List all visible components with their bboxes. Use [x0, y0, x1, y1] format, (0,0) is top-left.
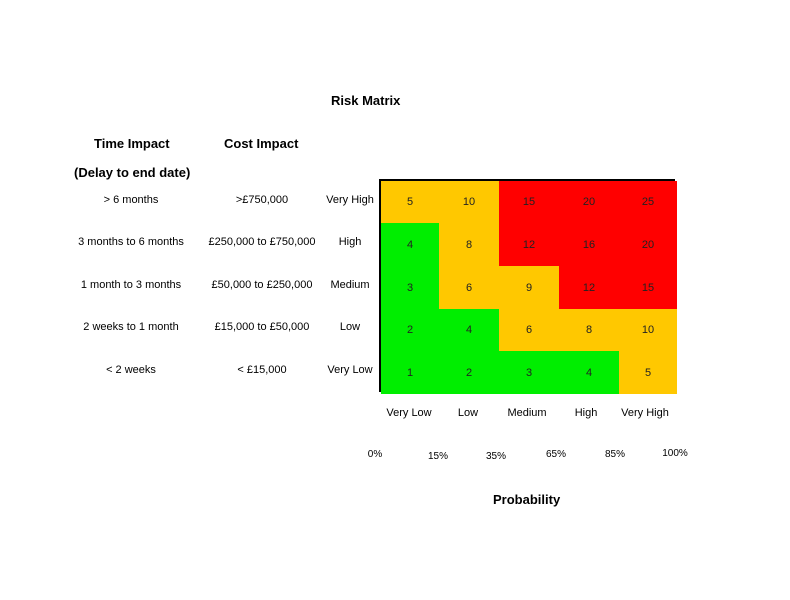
percent-tick: 65%	[545, 449, 566, 460]
matrix-cell: 4	[439, 309, 499, 351]
matrix-cell: 5	[619, 351, 677, 394]
percent-tick: 0%	[367, 449, 383, 460]
probability-axis-title: Probability	[493, 492, 561, 507]
matrix-cell: 8	[439, 223, 499, 266]
impact-level-label: Low	[339, 321, 361, 333]
matrix-cell: 4	[559, 351, 619, 394]
matrix-cell: 12	[499, 223, 559, 266]
matrix-cell: 8	[559, 309, 619, 351]
matrix-cell: 10	[439, 181, 499, 223]
time-impact-label: < 2 weeks	[106, 364, 156, 376]
page-title: Risk Matrix	[331, 93, 401, 108]
matrix-cell: 5	[381, 181, 439, 223]
matrix-cell: 6	[499, 309, 559, 351]
cost-impact-label: £15,000 to £50,000	[214, 321, 310, 333]
impact-level-label: Very Low	[327, 364, 373, 376]
matrix-cell: 15	[619, 266, 677, 309]
probability-label: Low	[457, 407, 479, 419]
time-impact-subtitle: (Delay to end date)	[74, 165, 191, 180]
matrix-cell: 15	[499, 181, 559, 223]
probability-label: Very Low	[386, 407, 432, 419]
matrix-cell: 2	[381, 309, 439, 351]
matrix-cell: 16	[559, 223, 619, 266]
impact-level-label: High	[338, 236, 362, 248]
percent-tick: 85%	[604, 449, 625, 460]
matrix-cell: 20	[559, 181, 619, 223]
matrix-cell: 10	[619, 309, 677, 351]
matrix-cell: 3	[381, 266, 439, 309]
cost-impact-label: >£750,000	[235, 194, 289, 206]
matrix-cell: 20	[619, 223, 677, 266]
matrix-cell: 4	[381, 223, 439, 266]
probability-label: Medium	[507, 407, 547, 419]
percent-tick: 100%	[662, 448, 688, 459]
impact-level-label: Very High	[326, 194, 374, 206]
percent-tick: 35%	[485, 451, 506, 462]
matrix-cell: 6	[439, 266, 499, 309]
time-impact-label: 3 months to 6 months	[78, 236, 184, 248]
matrix-cell: 25	[619, 181, 677, 223]
time-impact-header: Time Impact	[94, 136, 170, 151]
probability-label: Very High	[621, 407, 669, 419]
cost-impact-label: £250,000 to £750,000	[208, 236, 316, 248]
matrix-cell: 12	[559, 266, 619, 309]
cost-impact-label: < £15,000	[237, 364, 287, 376]
impact-level-label: Medium	[330, 279, 370, 291]
risk-matrix-grid: 5 10 15 20 25 4 8 12 16 20 3 6 9 12 15 2 4 6 8 10 1 2 3 4 5	[379, 179, 677, 394]
time-impact-label: > 6 months	[103, 194, 159, 206]
time-impact-label: 2 weeks to 1 month	[83, 321, 179, 333]
cost-impact-label: £50,000 to £250,000	[211, 279, 313, 291]
matrix-cell: 2	[439, 351, 499, 394]
cost-impact-header: Cost Impact	[224, 136, 299, 151]
matrix-cell: 1	[381, 351, 439, 394]
probability-label: High	[574, 407, 598, 419]
matrix-cell: 9	[499, 266, 559, 309]
percent-tick: 15%	[427, 451, 448, 462]
time-impact-label: 1 month to 3 months	[80, 279, 182, 291]
matrix-cell: 3	[499, 351, 559, 394]
